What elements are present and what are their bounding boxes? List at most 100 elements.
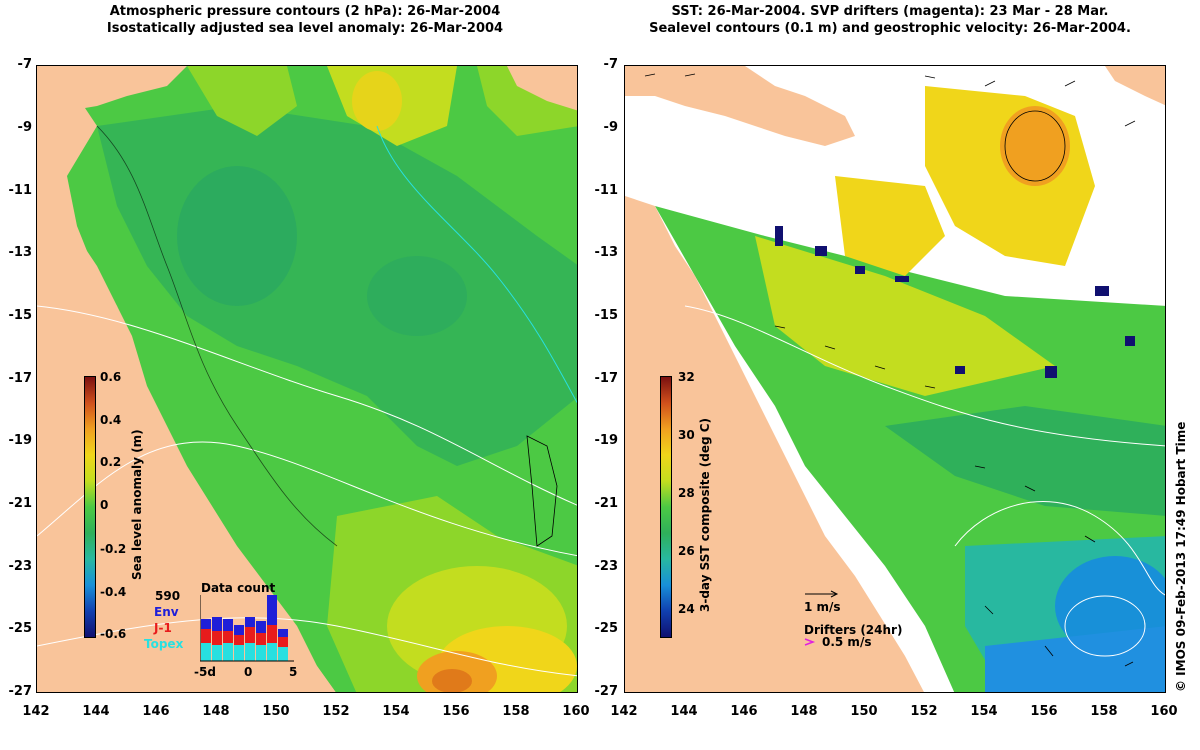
right-lon-tick: 150 [850,704,878,719]
velocity-scale-label: 1 m/s [804,600,841,614]
histogram-bar-segment [245,643,255,661]
right-lat-tick: -23 [594,559,619,574]
histogram-bar-segment [256,633,266,645]
histogram-bar-segment [234,635,244,645]
sea-level-map [36,65,578,693]
right-lon-tick: 148 [790,704,818,719]
left-lat-tick: -21 [8,496,33,511]
right-lon-tick: 154 [970,704,998,719]
imos-credit: © IMOS 09-Feb-2013 17:49 Hobart Time [1174,421,1188,692]
sea-level-colorbar-title: Sea level anomaly (m) [130,429,144,580]
right-lat-tick: -15 [594,308,619,323]
histogram-bars [201,595,288,661]
histogram-bar-segment [245,627,255,643]
histogram-tick: 5 [289,665,298,679]
sea-level-colorbar-tick: 0.6 [100,370,122,384]
histogram-tick: 0 [244,665,253,679]
sea-level-colorbar-tick: 0 [100,498,109,512]
data-count-total: 590 [155,589,181,603]
legend-env: Env [154,605,179,619]
histogram-bar-segment [267,595,277,625]
histogram-bar-segment [278,637,288,647]
right-lat-tick: -9 [603,120,618,135]
sea-level-map-graphic [37,66,577,692]
sst-map [624,65,1166,693]
histogram-bar-segment [267,625,277,643]
right-lat-tick: -27 [594,684,619,699]
sea-level-colorbar-tick: -0.6 [100,627,127,641]
left-lat-tick: -9 [17,120,32,135]
left-lon-tick: 156 [442,704,470,719]
sea-level-colorbar-tick: 0.4 [100,413,122,427]
histogram-bar-segment [212,631,222,645]
histogram-bar-segment [201,629,211,643]
sea-level-colorbar-tick: -0.2 [100,542,127,556]
histogram-bar-segment [212,617,222,631]
right-title-line2: Sealevel contours (0.1 m) and geostrophi… [649,21,1131,36]
left-lon-tick: 146 [142,704,170,719]
data-count-title: Data count [201,581,276,595]
left-lat-tick: -17 [8,371,33,386]
left-lon-tick: 148 [202,704,230,719]
left-lon-tick: 144 [82,704,110,719]
histogram-bar-segment [234,645,244,661]
right-lat-tick: -17 [594,371,619,386]
sea-level-colorbar-tick: 0.2 [100,455,122,469]
right-lon-tick: 158 [1090,704,1118,719]
sst-colorbar-title: 3-day SST composite (deg C) [698,417,712,612]
left-lat-tick: -19 [8,433,33,448]
left-lon-tick: 160 [562,704,590,719]
drifters-title: Drifters (24hr) [804,623,903,637]
left-lon-tick: 154 [382,704,410,719]
right-lon-tick: 156 [1030,704,1058,719]
histogram-bar-segment [278,647,288,661]
histogram-bar-segment [256,645,266,661]
sst-map-graphic [625,66,1165,692]
left-lat-tick: -11 [8,183,33,198]
histogram-bar-segment [278,629,288,637]
left-lat-tick: -15 [8,308,33,323]
right-lon-tick: 146 [730,704,758,719]
sea-level-colorbar-tick: -0.4 [100,585,127,599]
sst-colorbar [660,376,672,638]
right-lon-tick: 160 [1150,704,1178,719]
left-lon-tick: 158 [502,704,530,719]
left-title-line1: Atmospheric pressure contours (2 hPa): 2… [109,4,501,19]
histogram-bar-segment [201,643,211,661]
left-lat-tick: -25 [8,621,33,636]
right-lat-tick: -25 [594,621,619,636]
histogram-bar-segment [201,619,211,629]
histogram-bar-segment [245,617,255,627]
histogram-bar-segment [223,619,233,631]
left-lon-tick: 142 [22,704,50,719]
sea-level-colorbar [84,376,96,638]
geostrophic-velocity-arrows [644,73,1136,667]
left-lon-tick: 150 [262,704,290,719]
right-lat-tick: -11 [594,183,619,198]
histogram-bar-segment [256,621,266,633]
right-lat-tick: -19 [594,433,619,448]
drifter-scale-arrow [804,638,816,646]
left-title-line2: Isostatically adjusted sea level anomaly… [106,21,504,36]
left-lat-tick: -7 [17,57,32,72]
right-lat-tick: -21 [594,496,619,511]
histogram-bar-segment [212,645,222,661]
left-lon-tick: 152 [322,704,350,719]
right-lat-tick: -13 [594,245,619,260]
left-lat-tick: -13 [8,245,33,260]
right-lon-tick: 142 [610,704,638,719]
right-lon-tick: 152 [910,704,938,719]
sst-colorbar-tick: 28 [678,486,695,500]
sst-colorbar-tick: 32 [678,370,695,384]
left-lat-tick: -23 [8,559,33,574]
histogram-tick: -5d [194,665,216,679]
sst-colorbar-tick: 26 [678,544,695,558]
legend-j1: J-1 [154,621,172,635]
histogram-bar-segment [234,625,244,635]
right-title-line1: SST: 26-Mar-2004. SVP drifters (magenta)… [671,4,1109,19]
right-lon-tick: 144 [670,704,698,719]
sst-colorbar-tick: 30 [678,428,695,442]
histogram-bar-segment [267,643,277,661]
legend-topex: Topex [144,637,184,651]
histogram-bar-segment [223,631,233,643]
